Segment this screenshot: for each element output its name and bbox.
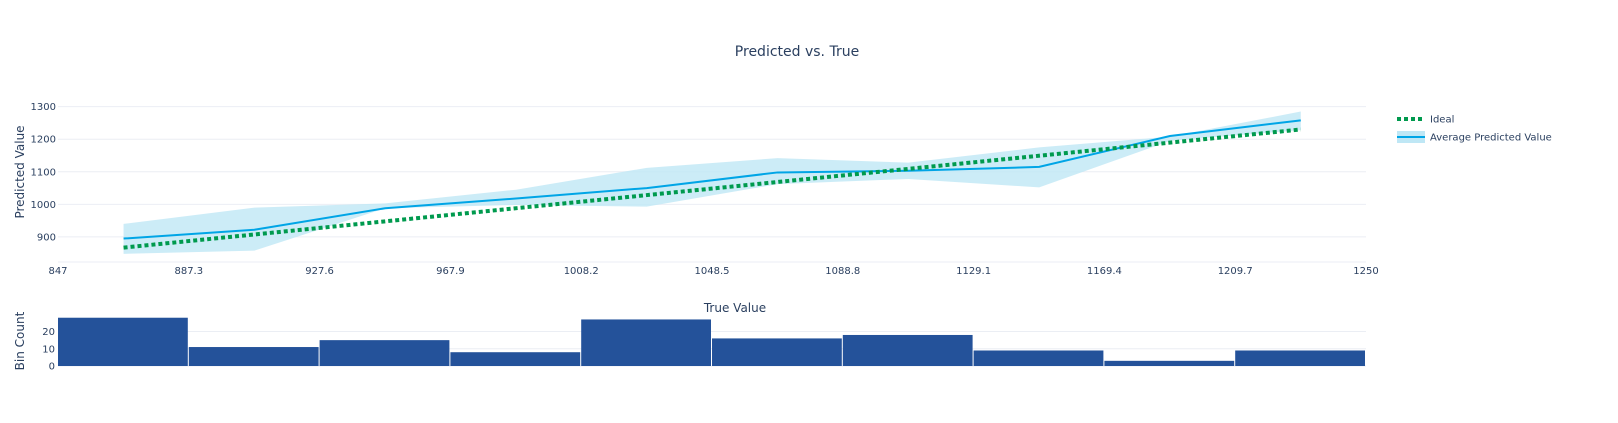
main-plot: 900 1000 1100 1200 1300 847 887.3 927.6 967.9 10… bbox=[13, 102, 1379, 315]
histogram-y-tick-label: 0 bbox=[49, 362, 55, 373]
histogram-bar bbox=[1104, 360, 1235, 366]
x-axis-title: True Value bbox=[703, 301, 766, 315]
x-tick-label: 967.9 bbox=[436, 266, 465, 277]
average-predicted-line bbox=[123, 119, 1301, 240]
histogram-bar bbox=[581, 319, 711, 366]
histogram-bar bbox=[188, 347, 319, 366]
histogram-bar bbox=[712, 338, 842, 366]
legend-label-ideal: Ideal bbox=[1430, 115, 1454, 126]
x-tick-label: 1048.5 bbox=[695, 266, 730, 277]
x-tick-label: 847 bbox=[48, 266, 67, 277]
main-series bbox=[123, 111, 1301, 254]
x-tick-label: 1088.8 bbox=[825, 266, 860, 277]
histogram-plot: 0 10 20 Bin Count bbox=[13, 311, 1366, 373]
main-y-tick-label: 1200 bbox=[31, 135, 56, 146]
main-y-tick-label: 1300 bbox=[31, 102, 56, 113]
x-tick-label: 1169.4 bbox=[1087, 266, 1122, 277]
histogram-y-tick-label: 20 bbox=[42, 327, 55, 338]
y-axis-title-histogram: Bin Count bbox=[13, 311, 27, 370]
ideal-line bbox=[123, 127, 1301, 250]
legend[interactable]: Ideal Average Predicted Value bbox=[1397, 115, 1552, 144]
histogram-bar bbox=[319, 340, 450, 366]
legend-item-average[interactable]: Average Predicted Value bbox=[1397, 131, 1552, 144]
main-y-tick-labels: 900 1000 1100 1200 1300 bbox=[31, 102, 56, 243]
legend-label-average: Average Predicted Value bbox=[1430, 133, 1552, 144]
histogram-bar bbox=[973, 350, 1104, 366]
histogram-bar bbox=[58, 317, 188, 366]
x-tick-label: 927.6 bbox=[305, 266, 334, 277]
histogram-bars bbox=[58, 317, 1365, 366]
y-axis-title-main: Predicted Value bbox=[13, 125, 27, 218]
histogram-y-tick-labels: 0 10 20 bbox=[42, 327, 55, 372]
histogram-y-tick-label: 10 bbox=[42, 344, 55, 355]
main-y-tick-label: 1100 bbox=[31, 167, 56, 178]
x-tick-label: 1008.2 bbox=[564, 266, 599, 277]
confidence-band bbox=[123, 111, 1301, 254]
x-tick-label: 1250 bbox=[1353, 266, 1378, 277]
x-tick-label: 1209.7 bbox=[1218, 266, 1253, 277]
chart-title: Predicted vs. True bbox=[735, 44, 859, 60]
main-y-tick-label: 1000 bbox=[31, 200, 56, 211]
legend-item-ideal[interactable]: Ideal bbox=[1397, 115, 1454, 126]
x-tick-label: 887.3 bbox=[174, 266, 203, 277]
main-y-tick-label: 900 bbox=[37, 232, 56, 243]
histogram-bar bbox=[1235, 350, 1365, 366]
x-tick-label: 1129.1 bbox=[956, 266, 991, 277]
main-x-tick-labels: 847 887.3 927.6 967.9 1008.2 1048.5 1088.8 1129… bbox=[48, 266, 1378, 277]
histogram-bar bbox=[842, 334, 973, 366]
histogram-bar bbox=[450, 352, 581, 366]
